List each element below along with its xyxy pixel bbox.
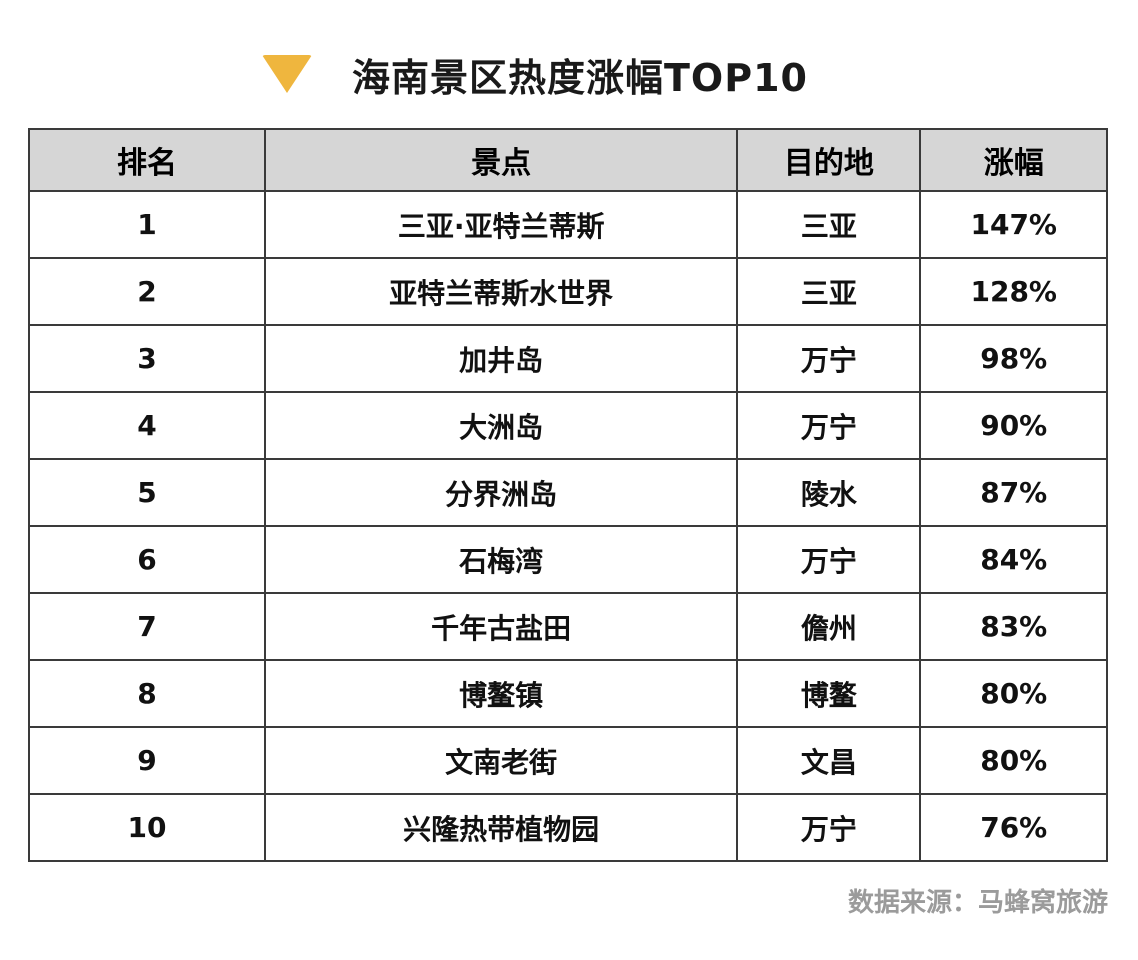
table-cell-rank: 5 bbox=[27, 458, 267, 527]
table-cell-increase: 84% bbox=[919, 525, 1108, 594]
table-cell-spot: 石梅湾 bbox=[264, 525, 739, 594]
table-cell-rank: 9 bbox=[27, 726, 267, 795]
table-cell-spot: 兴隆热带植物园 bbox=[264, 793, 739, 862]
table-cell-rank: 2 bbox=[27, 257, 267, 326]
table-cell-increase: 128% bbox=[919, 257, 1108, 326]
table-cell-rank: 4 bbox=[27, 391, 267, 460]
table-row: 10 兴隆热带植物园 万宁 76% bbox=[27, 793, 1108, 862]
column-header-increase: 涨幅 bbox=[919, 128, 1108, 192]
table-cell-spot: 千年古盐田 bbox=[264, 592, 739, 661]
table-cell-increase: 87% bbox=[919, 458, 1108, 527]
table-cell-increase: 147% bbox=[919, 190, 1108, 259]
table-cell-destination: 儋州 bbox=[736, 592, 922, 661]
table-row: 4 大洲岛 万宁 90% bbox=[27, 391, 1108, 460]
table-cell-spot: 大洲岛 bbox=[264, 391, 739, 460]
table-cell-increase: 80% bbox=[919, 726, 1108, 795]
ranking-table: 排名 景点 目的地 涨幅 1 三亚·亚特兰蒂斯 三亚 147% 2 亚特兰蒂斯水世界 三亚 1… bbox=[27, 128, 1108, 862]
table-row: 6 石梅湾 万宁 84% bbox=[27, 525, 1108, 594]
page-title: 海南景区热度涨幅TOP10 bbox=[352, 55, 808, 100]
title-block: 海南景区热度涨幅TOP10 bbox=[0, 0, 1138, 104]
column-header-destination: 目的地 bbox=[736, 128, 922, 192]
table-cell-increase: 83% bbox=[919, 592, 1108, 661]
table-row: 7 千年古盐田 儋州 83% bbox=[27, 592, 1108, 661]
table-row: 8 博鳌镇 博鳌 80% bbox=[27, 659, 1108, 728]
table-row: 5 分界洲岛 陵水 87% bbox=[27, 458, 1108, 527]
table-cell-rank: 6 bbox=[27, 525, 267, 594]
table-cell-destination: 万宁 bbox=[736, 525, 922, 594]
table-row: 1 三亚·亚特兰蒂斯 三亚 147% bbox=[27, 190, 1108, 259]
table-cell-increase: 98% bbox=[919, 324, 1108, 393]
table-cell-destination: 万宁 bbox=[736, 324, 922, 393]
table-cell-spot: 文南老街 bbox=[264, 726, 739, 795]
table-cell-destination: 三亚 bbox=[736, 190, 922, 259]
table-cell-increase: 90% bbox=[919, 391, 1108, 460]
table-cell-destination: 万宁 bbox=[736, 793, 922, 862]
data-source-label: 数据来源：马蜂窝旅游 bbox=[847, 888, 1108, 918]
table-cell-rank: 7 bbox=[27, 592, 267, 661]
table-cell-spot: 加井岛 bbox=[264, 324, 739, 393]
table-cell-rank: 1 bbox=[27, 190, 267, 259]
table-cell-destination: 陵水 bbox=[736, 458, 922, 527]
table-cell-increase: 76% bbox=[919, 793, 1108, 862]
table-cell-spot: 博鳌镇 bbox=[264, 659, 739, 728]
table-row: 2 亚特兰蒂斯水世界 三亚 128% bbox=[27, 257, 1108, 326]
table-cell-spot: 亚特兰蒂斯水世界 bbox=[264, 257, 739, 326]
triangle-down-icon bbox=[262, 55, 312, 93]
table-cell-rank: 10 bbox=[27, 793, 267, 862]
table-header-row: 排名 景点 目的地 涨幅 bbox=[27, 128, 1108, 192]
table-row: 9 文南老街 文昌 80% bbox=[27, 726, 1108, 795]
table-cell-destination: 三亚 bbox=[736, 257, 922, 326]
table-cell-rank: 3 bbox=[27, 324, 267, 393]
table-cell-destination: 文昌 bbox=[736, 726, 922, 795]
table-cell-rank: 8 bbox=[27, 659, 267, 728]
table-cell-destination: 博鳌 bbox=[736, 659, 922, 728]
column-header-rank: 排名 bbox=[27, 128, 267, 192]
table-cell-destination: 万宁 bbox=[736, 391, 922, 460]
table-cell-spot: 三亚·亚特兰蒂斯 bbox=[264, 190, 739, 259]
table-cell-increase: 80% bbox=[919, 659, 1108, 728]
column-header-spot: 景点 bbox=[264, 128, 739, 192]
table-row: 3 加井岛 万宁 98% bbox=[27, 324, 1108, 393]
table-cell-spot: 分界洲岛 bbox=[264, 458, 739, 527]
